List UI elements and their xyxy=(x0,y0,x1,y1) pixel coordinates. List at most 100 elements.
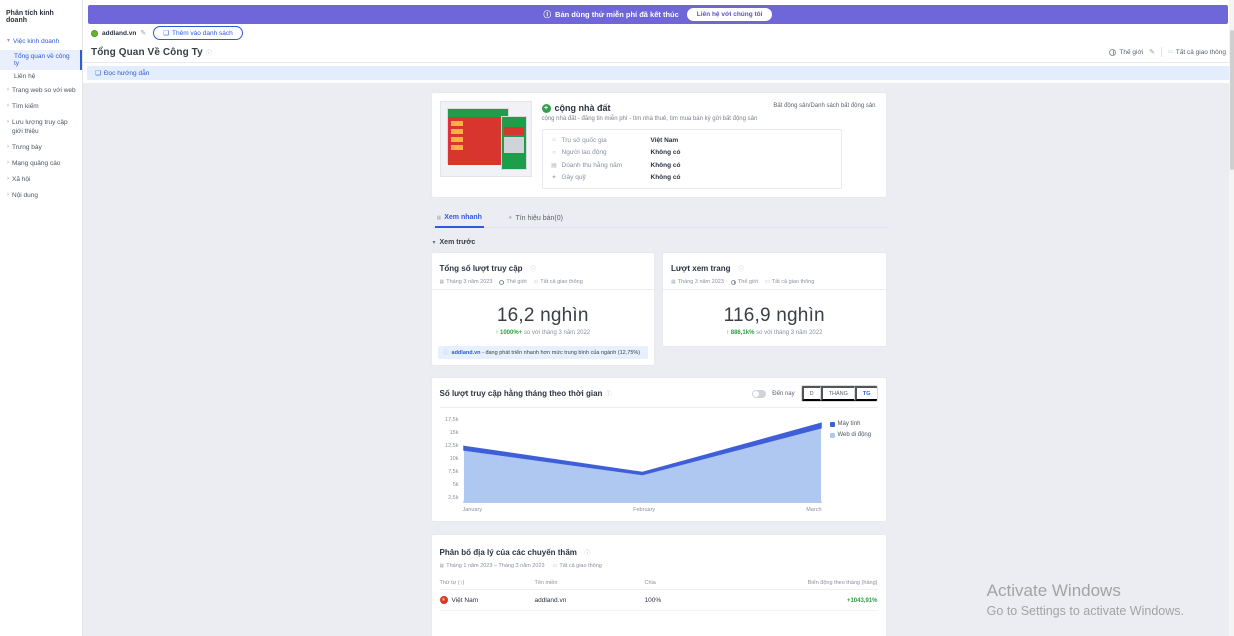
globe-icon xyxy=(499,279,505,285)
company-category-link[interactable]: Bất động sản/Danh sách bất động sản xyxy=(773,103,876,109)
metric-meta: ▦ Tháng 3 năm 2023 Thế giới ▭ Tất cả giao … xyxy=(671,279,815,285)
granularity-segmented-control: D THÁNG TG xyxy=(800,385,878,402)
col-country[interactable]: Thứ tự (↑) xyxy=(439,580,465,586)
share-value: 100% xyxy=(644,596,662,604)
change-up-value: ↑ 886,1k% xyxy=(726,330,755,336)
company-name: cộng nhà đất xyxy=(554,103,611,113)
windows-activation-watermark: Activate Windows Go to Settings to activ… xyxy=(986,581,1184,618)
calendar-icon: ▦ xyxy=(439,279,445,285)
y-tick-label: 2,5k xyxy=(448,495,459,501)
sidebar-item-trung-bay[interactable]: › Trưng bày xyxy=(0,140,82,156)
company-description: cộng nhà đất - đăng tin miễn phí - tìm n… xyxy=(541,116,758,122)
field-hq: ⌂ Trụ sở quốc gia Việt Nam xyxy=(552,136,679,144)
info-icon: ⓘ xyxy=(543,10,552,19)
metric-title: Tổng số lượt truy cập xyxy=(439,264,523,273)
to-date-toggle[interactable] xyxy=(752,389,767,398)
world-filter[interactable]: Thế giới xyxy=(1109,48,1143,56)
metrics-row: Tổng số lượt truy cập ⓘ ▦ Tháng 3 năm 202… xyxy=(430,252,887,366)
total-visits-card: Tổng số lượt truy cập ⓘ ▦ Tháng 3 năm 202… xyxy=(430,252,655,366)
vertical-scrollbar[interactable] xyxy=(1229,0,1234,636)
legend-desktop[interactable]: Máy tính xyxy=(829,421,878,427)
field-employees: ○ Người lao động Không có xyxy=(552,149,681,157)
tab-tin-hieu-ban[interactable]: ★ Tín hiệu bán(0) xyxy=(507,214,563,222)
page-views-value: 116,9 nghìn xyxy=(723,305,825,326)
add-to-list-button[interactable]: ❑ Thêm vào danh sách xyxy=(153,26,243,40)
sidebar-item-web-vs-web[interactable]: › Trang web so với web xyxy=(0,83,82,99)
y-tick-label: 7,5k xyxy=(448,469,459,475)
sidebar-item-label: Xã hội xyxy=(12,175,31,183)
traffic-icon: ▭ xyxy=(533,279,539,285)
chevron-down-icon: ▾ xyxy=(7,38,11,44)
sidebar-item-noi-dung[interactable]: › Nội dung xyxy=(0,188,82,204)
sidebar-item-label: Trưng bày xyxy=(12,143,42,151)
segment-day-button[interactable]: D xyxy=(801,386,821,401)
field-revenue: ▤ Doanh thu hằng năm Không có xyxy=(551,161,681,169)
trial-banner-message: ⓘ Bản dùng thử miễn phí đã kết thúc xyxy=(543,10,679,19)
info-icon[interactable]: ⓘ xyxy=(737,267,744,273)
legend-swatch-mobile xyxy=(829,432,835,438)
sidebar-item-viec-kinh-doanh[interactable]: ▾ Việc kinh doanh xyxy=(0,34,82,50)
sidebar-item-lien-he[interactable]: Liên hệ xyxy=(0,70,82,83)
company-card: + cộng nhà đất cộng nhà đất - đăng tin m… xyxy=(430,92,887,198)
site-thumbnail-desktop xyxy=(446,108,509,165)
col-share[interactable]: Chia xyxy=(644,580,656,586)
sidebar-item-luu-luong-gioi-thieu[interactable]: › Lưu lượng truy cập giới thiệu xyxy=(0,115,82,139)
sidebar-item-tong-quan-cong-ty[interactable]: Tổng quan về công ty xyxy=(0,50,82,71)
sidebar-item-label: Liên hệ xyxy=(14,73,36,81)
sidebar-item-mang-quang-cao[interactable]: › Mạng quảng cáo xyxy=(0,156,82,172)
bookmark-icon: ❑ xyxy=(163,30,170,37)
contact-us-button[interactable]: Liên hệ với chúng tôi xyxy=(686,8,773,21)
calendar-icon: ▦ xyxy=(671,279,676,285)
tab-xem-nhanh[interactable]: ▦ Xem nhanh xyxy=(434,210,484,228)
x-tick-label: January xyxy=(462,507,483,513)
read-guide-link[interactable]: ❏ Đọc hướng dẫn xyxy=(95,69,150,78)
geo-distribution-card: Phân bố địa lý của các chuyến thăm ⓘ ▦ Th… xyxy=(430,534,887,636)
y-tick-label: 5k xyxy=(452,482,459,488)
chevron-right-icon: › xyxy=(7,103,9,110)
x-tick-label: February xyxy=(633,507,656,513)
sidebar-item-xa-hoi[interactable]: › Xã hội xyxy=(0,172,82,188)
metric-meta: ▦ Tháng 3 năm 2023 Thế giới ▭ Tất cả giao … xyxy=(439,279,583,285)
segment-month-button[interactable]: THÁNG xyxy=(820,386,855,401)
chevron-right-icon: › xyxy=(7,175,9,182)
col-domain[interactable]: Tên miền xyxy=(534,580,558,586)
legend-mobile[interactable]: Web di động xyxy=(829,432,878,438)
col-change[interactable]: Biến động theo tháng (hàng) xyxy=(807,580,878,586)
chevron-right-icon: › xyxy=(7,87,9,94)
section-xem-truoc[interactable]: ▾ Xem trước xyxy=(432,239,476,246)
sidebar-item-label: Nội dung xyxy=(12,192,39,199)
visits-area-chart[interactable] xyxy=(462,417,822,503)
globe-icon xyxy=(1109,48,1117,56)
vietnam-flag-icon: ★ xyxy=(439,596,448,604)
info-icon[interactable]: ⓘ xyxy=(205,50,212,57)
calendar-icon: ▦ xyxy=(439,563,445,569)
title-bar-controls: Thế giới ✎ ▭ Tất cả giao thông xyxy=(1109,47,1226,57)
table-row[interactable]: ★ Việt Nam addland.vn 100% +1043,91% xyxy=(439,590,878,611)
info-icon[interactable]: ⓘ xyxy=(530,267,537,273)
sidebar-item-tim-kiem[interactable]: › Tìm kiếm xyxy=(0,99,82,115)
content-area: + cộng nhà đất cộng nhà đất - đăng tin m… xyxy=(83,83,1234,636)
tabs: ▦ Xem nhanh ★ Tín hiệu bán(0) xyxy=(430,210,887,228)
info-icon[interactable]: ⓘ xyxy=(584,551,591,557)
traffic-filter[interactable]: ▭ Tất cả giao thông xyxy=(1168,48,1226,56)
sidebar-item-label: Tìm kiếm xyxy=(12,103,39,111)
scrollbar-thumb[interactable] xyxy=(1229,30,1234,170)
info-icon[interactable]: ⓘ xyxy=(605,392,612,398)
chevron-right-icon: › xyxy=(7,159,9,166)
edit-icon[interactable]: ✎ xyxy=(1149,49,1156,56)
domain-chip[interactable]: addland.vn ✎ xyxy=(91,29,146,37)
chevron-right-icon: › xyxy=(7,143,9,150)
domain-name: addland.vn xyxy=(102,29,137,37)
company-info: + cộng nhà đất cộng nhà đất - đăng tin m… xyxy=(541,101,878,189)
row-domain: addland.vn xyxy=(534,596,567,604)
x-tick-label: March xyxy=(806,507,822,513)
page-title: Tổng Quan Về Công Ty xyxy=(91,46,203,58)
edit-icon[interactable]: ✎ xyxy=(140,30,147,37)
metric-title: Lượt xem trang xyxy=(671,264,731,273)
segment-quarter-button[interactable]: TG xyxy=(854,386,877,401)
chart-title: Số lượt truy cập hằng tháng theo thời gi… xyxy=(439,389,603,398)
guide-bar: ❏ Đọc hướng dẫn xyxy=(87,66,1230,80)
toolbar: addland.vn ✎ ❑ Thêm vào danh sách xyxy=(83,24,1234,42)
row-change: +1043,91% xyxy=(846,597,878,604)
